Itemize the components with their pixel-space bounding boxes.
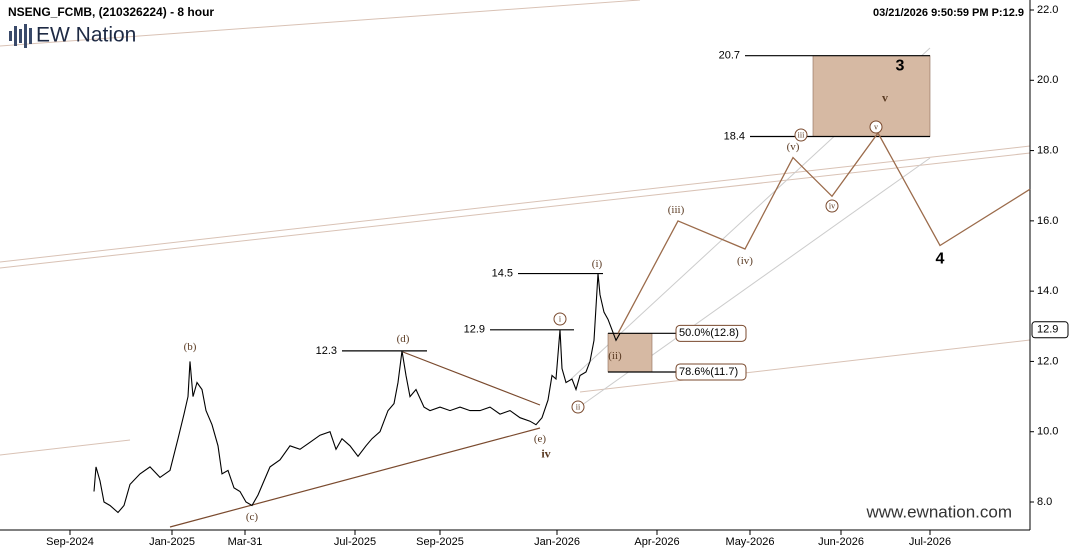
plot: 8.0 10.0 12.0 14.0 16.0 18.0 20.0 22.0 Sep-2024 J… xyxy=(46,4,1069,548)
x-tick-label: Apr-2026 xyxy=(634,536,679,548)
wave-label: 4 xyxy=(936,251,945,268)
projection-line xyxy=(617,131,1031,334)
price-line xyxy=(93,273,621,514)
level-label: 14.5 xyxy=(492,267,513,279)
last-price-label: 12.9 xyxy=(1037,324,1058,336)
fib-label: 50.0%(12.8) xyxy=(679,327,739,339)
y-tick-label: 16.0 xyxy=(1037,215,1058,227)
wave-circle xyxy=(825,199,839,213)
triangle-line xyxy=(169,427,541,528)
channel-line xyxy=(0,0,641,47)
y-tick-label: 22.0 xyxy=(1037,4,1058,16)
wave-label: 3 xyxy=(896,58,905,75)
x-tick-label: Jul-2026 xyxy=(909,536,951,548)
channel-line xyxy=(0,145,1031,263)
logo-bar xyxy=(19,29,22,43)
y-tick-label: 20.0 xyxy=(1037,74,1058,86)
x-tick-label: Sep-2024 xyxy=(46,536,94,548)
x-tick-label: Jun-2026 xyxy=(818,536,864,548)
wave-label: (ii) xyxy=(608,350,622,362)
wave-label: (b) xyxy=(184,341,197,353)
wave-label: iv xyxy=(541,446,550,460)
wave-circle xyxy=(869,120,883,134)
channel-line xyxy=(0,152,1031,269)
last-price-box xyxy=(1031,321,1069,339)
y-tick-label: 14.0 xyxy=(1037,285,1058,297)
x-tick-label: Jan-2025 xyxy=(149,536,195,548)
x-tick-label: Jan-2026 xyxy=(534,536,580,548)
wave-label: ii xyxy=(576,402,581,411)
logo-bar xyxy=(14,26,17,46)
wave-label: (v) xyxy=(787,141,800,153)
x-tick-label: Jul-2025 xyxy=(334,536,376,548)
triangle-line xyxy=(402,351,541,406)
wave-label: iv xyxy=(829,201,835,210)
y-tick-label: 18.0 xyxy=(1037,144,1058,156)
level-label: 18.4 xyxy=(724,130,745,142)
wave-label: iii xyxy=(798,130,805,139)
level-label: 20.7 xyxy=(719,50,740,62)
wave-label: (c) xyxy=(246,511,259,523)
wave-label: v xyxy=(882,90,888,104)
channel-line xyxy=(0,439,131,456)
wave-label: (iii) xyxy=(668,204,685,216)
watermark: www.ewnation.com xyxy=(865,502,1012,521)
level-label: 12.9 xyxy=(464,324,485,336)
y-tick-label: 12.0 xyxy=(1037,355,1058,367)
wave-label: v xyxy=(874,122,878,131)
wave-label: (i) xyxy=(592,258,603,270)
logo-bar xyxy=(29,28,32,44)
y-tick-label: 10.0 xyxy=(1037,426,1058,438)
logo-text: EW Nation xyxy=(36,24,136,47)
logo-bar xyxy=(9,31,12,41)
triangle xyxy=(169,351,541,528)
logo-bar xyxy=(24,24,27,48)
wave-circle xyxy=(794,128,808,142)
chart-title: NSENG_FCMB, (210326224) - 8 hour xyxy=(8,5,214,19)
x-tick-label: May-2026 xyxy=(726,536,775,548)
x-tick-label: Mar-31 xyxy=(228,536,263,548)
x-tick-label: Sep-2025 xyxy=(416,536,464,548)
wave-label: (d) xyxy=(397,333,410,345)
fib-box xyxy=(675,363,747,381)
wave-label: (e) xyxy=(534,433,547,445)
wave-label: (iv) xyxy=(737,255,753,267)
wave-circle xyxy=(571,400,585,414)
logo: EW Nation xyxy=(9,24,136,48)
wave-circle xyxy=(553,312,567,326)
wave-label: i xyxy=(559,314,562,323)
channel-line xyxy=(579,339,1031,393)
timestamp: 03/21/2026 9:50:59 PM P:12.9 xyxy=(873,7,1024,19)
level-label: 12.3 xyxy=(316,345,337,357)
y-tick-label: 8.0 xyxy=(1037,496,1052,508)
fib-box xyxy=(675,324,747,342)
fib-label: 78.6%(11.7) xyxy=(679,366,738,378)
